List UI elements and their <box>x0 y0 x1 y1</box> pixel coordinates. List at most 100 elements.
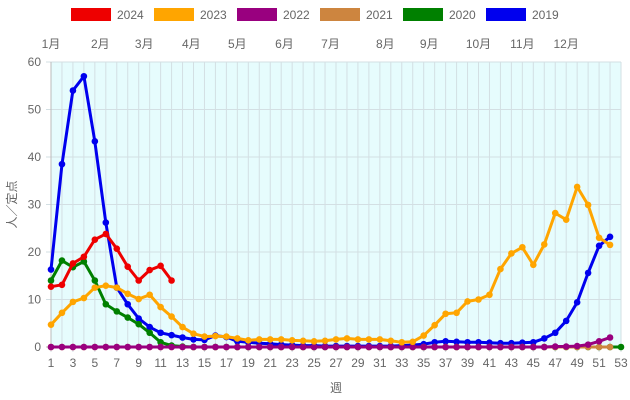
y-axis-title: 人／定点 <box>4 180 19 228</box>
data-point-2022 <box>420 343 427 351</box>
data-point-2019 <box>157 329 164 337</box>
data-point-2019 <box>190 336 197 343</box>
legend-swatch <box>71 8 111 21</box>
data-point-2023 <box>234 335 241 342</box>
data-point-2022 <box>58 343 66 351</box>
data-point-2022 <box>442 343 449 351</box>
data-point-2024 <box>69 260 77 267</box>
data-point-2023 <box>519 243 526 251</box>
data-point-2019 <box>584 269 592 277</box>
month-label: 7月 <box>321 37 340 51</box>
data-point-2023 <box>288 337 296 344</box>
data-point-2023 <box>124 290 132 298</box>
month-label: 11月 <box>510 37 534 51</box>
x-tick-label: 11 <box>154 356 167 370</box>
legend-item-2021[interactable]: 2021 <box>320 8 393 22</box>
x-tick-label: 17 <box>220 356 234 370</box>
legend-swatch <box>154 8 194 21</box>
month-label: 9月 <box>420 37 439 51</box>
data-point-2022 <box>135 343 142 351</box>
data-point-2023 <box>573 183 581 191</box>
data-point-2019 <box>464 338 471 346</box>
data-point-2021 <box>595 343 603 351</box>
x-tick-label: 27 <box>329 356 343 370</box>
data-point-2023 <box>179 323 186 331</box>
data-point-2024 <box>113 245 121 252</box>
data-point-2019 <box>168 331 175 339</box>
data-point-2019 <box>146 323 153 331</box>
data-point-2023 <box>277 336 285 343</box>
data-point-2019 <box>102 219 110 226</box>
legend-item-2024[interactable]: 2024 <box>71 8 144 22</box>
y-tick-label: 10 <box>28 293 42 307</box>
data-point-2022 <box>573 342 581 350</box>
data-point-2023 <box>266 336 274 343</box>
legend-label: 2020 <box>449 8 476 22</box>
data-point-2022 <box>288 343 296 351</box>
month-label: 5月 <box>228 37 247 51</box>
data-point-2023 <box>212 332 219 340</box>
y-tick-label: 30 <box>28 198 42 212</box>
data-point-2020 <box>113 308 121 315</box>
data-point-2024 <box>91 236 99 243</box>
data-point-2022 <box>47 343 55 351</box>
month-label: 2月 <box>91 37 110 51</box>
month-label: 1月 <box>42 37 61 51</box>
legend-swatch <box>237 8 277 21</box>
data-point-2022 <box>212 343 219 351</box>
data-point-2022 <box>69 343 77 351</box>
data-point-2023 <box>398 338 406 346</box>
data-point-2022 <box>80 343 88 351</box>
data-point-2023 <box>595 234 603 242</box>
data-point-2022 <box>431 343 438 351</box>
x-tick-label: 29 <box>351 356 365 370</box>
x-tick-label: 21 <box>264 356 278 370</box>
data-point-2020 <box>58 257 66 264</box>
legend-item-2022[interactable]: 2022 <box>237 8 310 22</box>
x-tick-label: 19 <box>242 356 256 370</box>
data-point-2019 <box>58 160 66 168</box>
month-label: 10月 <box>466 37 491 51</box>
data-point-2023 <box>190 330 197 338</box>
data-point-2022 <box>398 343 406 351</box>
data-point-2024 <box>146 266 153 274</box>
data-point-2022 <box>255 343 263 351</box>
x-tick-label: 7 <box>113 356 120 370</box>
legend-swatch <box>486 8 526 21</box>
legend-item-2019[interactable]: 2019 <box>486 8 559 22</box>
data-point-2022 <box>595 338 603 345</box>
legend-label: 2023 <box>200 8 227 22</box>
data-point-2022 <box>343 343 351 351</box>
data-point-2023 <box>113 284 121 291</box>
data-point-2020 <box>157 338 164 346</box>
month-label: 3月 <box>135 37 154 51</box>
data-point-2019 <box>91 138 99 145</box>
legend-item-2020[interactable]: 2020 <box>403 8 476 22</box>
data-point-2022 <box>234 343 241 351</box>
data-point-2022 <box>519 343 526 351</box>
data-point-2022 <box>475 343 482 351</box>
data-point-2022 <box>124 343 132 351</box>
data-point-2020 <box>146 329 153 337</box>
data-point-2019 <box>135 315 142 322</box>
x-tick-label: 3 <box>70 356 77 370</box>
data-point-2023 <box>486 291 493 299</box>
legend-label: 2024 <box>117 8 144 22</box>
x-tick-label: 33 <box>395 356 409 370</box>
data-point-2023 <box>157 303 164 311</box>
data-point-2023 <box>91 284 99 291</box>
data-point-2023 <box>58 309 66 317</box>
data-point-2022 <box>453 343 460 351</box>
data-point-2020 <box>124 314 132 321</box>
data-point-2023 <box>497 265 504 273</box>
data-point-2019 <box>80 72 88 80</box>
data-point-2022 <box>157 343 164 351</box>
data-point-2023 <box>551 209 559 217</box>
data-point-2020 <box>135 320 142 328</box>
y-axis-ticks: 0 10 20 30 40 50 60 <box>28 55 42 354</box>
data-point-2022 <box>168 343 175 351</box>
data-point-2022 <box>551 343 559 350</box>
data-point-2023 <box>321 337 329 345</box>
legend-item-2023[interactable]: 2023 <box>154 8 227 22</box>
